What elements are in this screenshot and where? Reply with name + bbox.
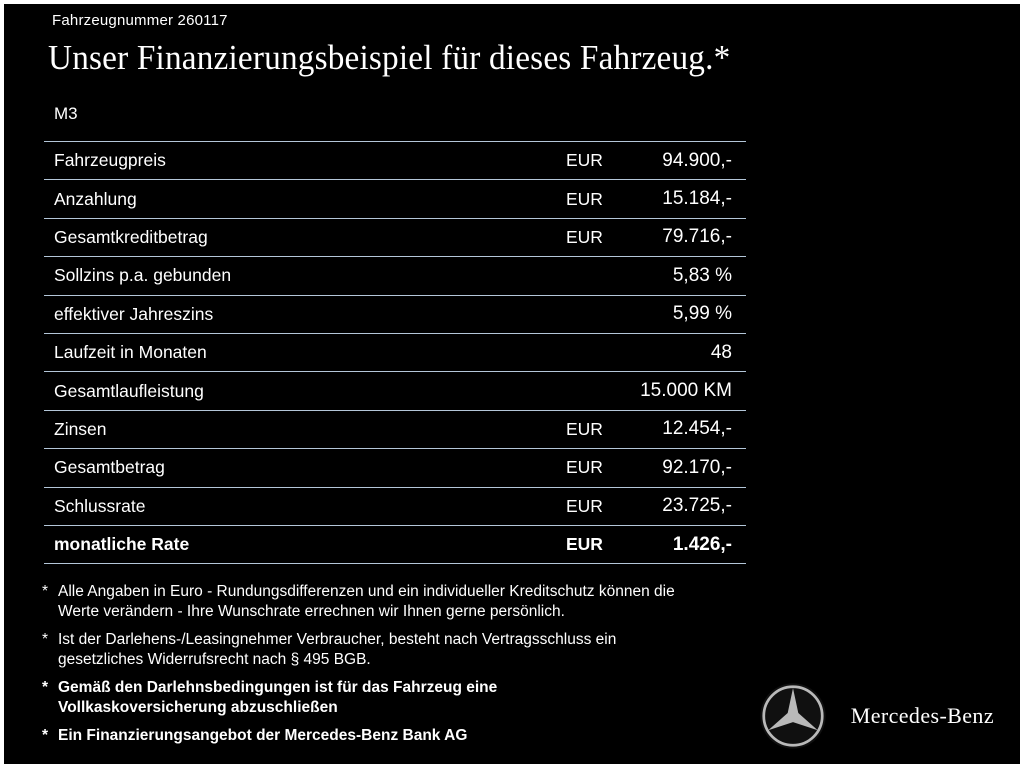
- row-value: 12.454,-: [662, 418, 732, 440]
- brand-block: Mercedes-Benz: [759, 682, 994, 750]
- table-row: Anzahlung EUR 15.184,-: [44, 179, 746, 217]
- table-row: Schlussrate EUR 23.725,-: [44, 486, 746, 525]
- row-label: Sollzins p.a. gebunden: [54, 265, 232, 286]
- row-label: Zinsen: [54, 418, 107, 439]
- row-value: 92.170,-: [662, 456, 732, 478]
- row-label: Anzahlung: [54, 188, 137, 209]
- footnote: * Ist der Darlehens-/Leasingnehmer Verbr…: [42, 630, 742, 671]
- row-currency: EUR: [566, 150, 603, 171]
- footnote-text: Ein Finanzierungsangebot der Mercedes-Be…: [58, 726, 468, 744]
- row-label: effektiver Jahreszins: [54, 303, 214, 324]
- financing-table: Fahrzeugpreis EUR 94.900,- Anzahlung EUR…: [44, 141, 746, 565]
- row-value: 5,83 %: [672, 264, 732, 286]
- footnote-marker: *: [42, 630, 49, 648]
- row-value: 1.426,-: [672, 533, 732, 555]
- row-value: 15.184,-: [662, 188, 732, 210]
- vehicle-model: M3: [54, 104, 78, 123]
- row-currency: EUR: [566, 188, 603, 209]
- row-value: 5,99 %: [672, 303, 732, 325]
- row-value: 23.725,-: [662, 495, 732, 517]
- table-row: monatliche Rate EUR 1.426,-: [44, 524, 746, 563]
- footnote: * Ein Finanzierungsangebot der Mercedes-…: [42, 726, 742, 746]
- row-label: Laufzeit in Monaten: [54, 342, 207, 363]
- footnote: * Gemäß den Darlehnsbedingungen ist für …: [42, 678, 742, 719]
- row-currency: EUR: [566, 226, 603, 247]
- row-label: Gesamtbetrag: [54, 457, 165, 478]
- row-currency: EUR: [566, 495, 603, 516]
- table-row: Fahrzeugpreis EUR 94.900,-: [44, 141, 746, 179]
- row-value: 48: [710, 341, 732, 363]
- table-row: effektiver Jahreszins 5,99 %: [44, 294, 746, 333]
- brand-wordmark: Mercedes-Benz: [850, 703, 994, 728]
- row-currency: EUR: [566, 418, 603, 439]
- row-value: 94.900,-: [662, 149, 732, 171]
- row-currency: EUR: [566, 534, 603, 555]
- vehicle-number: Fahrzeugnummer 260117: [52, 12, 228, 29]
- table-row: Gesamtkreditbetrag EUR 79.716,-: [44, 217, 746, 256]
- row-label: monatliche Rate: [54, 534, 190, 555]
- footnote-marker: *: [42, 583, 49, 600]
- footnote-text: Alle Angaben in Euro - Rundungsdifferenz…: [58, 583, 675, 621]
- footnote-marker: *: [42, 678, 49, 696]
- footnotes: * Alle Angaben in Euro - Rundungsdiffere…: [42, 582, 742, 753]
- table-row: Gesamtbetrag EUR 92.170,-: [44, 448, 746, 486]
- row-currency: EUR: [566, 457, 603, 478]
- row-label: Gesamtlaufleistung: [54, 380, 204, 401]
- financing-page: Fahrzeugnummer 260117 Unser Finanzierung…: [4, 4, 1020, 764]
- row-label: Gesamtkreditbetrag: [54, 226, 208, 247]
- row-label: Schlussrate: [54, 495, 146, 516]
- row-label: Fahrzeugpreis: [54, 150, 166, 171]
- footnote-marker: *: [42, 726, 49, 744]
- table-row: Laufzeit in Monaten 48: [44, 332, 746, 371]
- row-value: 79.716,-: [662, 226, 732, 248]
- footnote-text: Gemäß den Darlehnsbedingungen ist für da…: [58, 678, 498, 717]
- table-row: Sollzins p.a. gebunden 5,83 %: [44, 256, 746, 294]
- row-value: 15.000 KM: [640, 380, 732, 402]
- mercedes-star-icon: [759, 682, 827, 750]
- footnote: * Alle Angaben in Euro - Rundungsdiffere…: [42, 582, 742, 623]
- page-title: Unser Finanzierungsbeispiel für dieses F…: [48, 38, 731, 77]
- footnote-text: Ist der Darlehens-/Leasingnehmer Verbrau…: [58, 630, 617, 669]
- table-row: Gesamtlaufleistung 15.000 KM: [44, 371, 746, 409]
- table-row: Zinsen EUR 12.454,-: [44, 409, 746, 448]
